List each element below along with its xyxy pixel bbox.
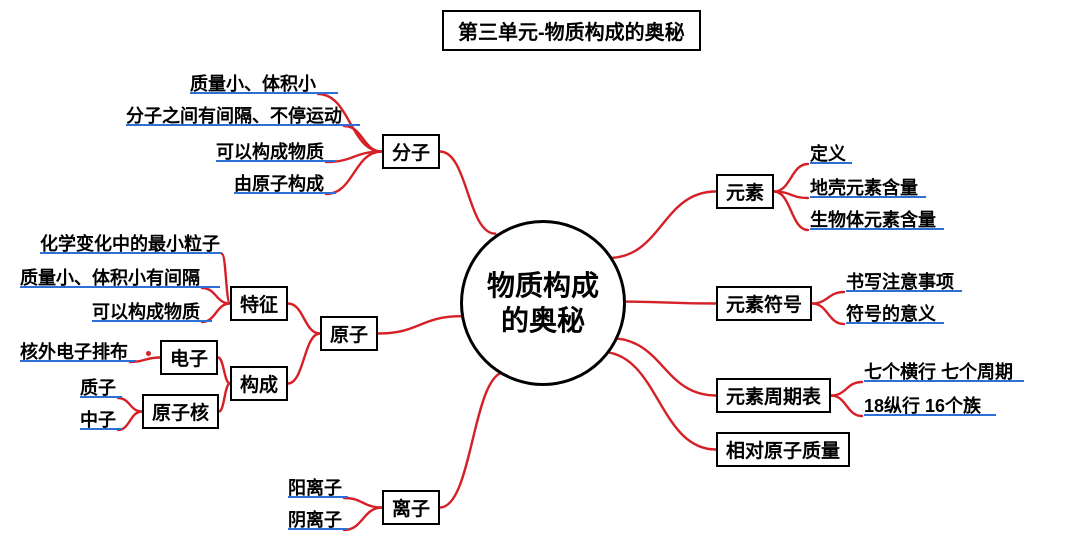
node-yuansu: 元素: [716, 174, 774, 209]
leaf-underline-yuanzihe_leaf-0: [80, 396, 122, 398]
leaf-underline-fuhao-1: [846, 322, 944, 324]
leaf-underline-yuanzi_tezheng-1: [20, 286, 220, 288]
leaf-underline-fuhao-0: [846, 290, 962, 292]
leaf-underline-yuansu-2: [810, 228, 944, 230]
leaf-underline-yuanzihe_leaf-1: [80, 428, 122, 430]
node-xiangdui: 相对原子质量: [716, 432, 850, 467]
node-yuanzi: 原子: [320, 316, 378, 351]
node-lizi: 离子: [382, 490, 440, 525]
node-fuhao: 元素符号: [716, 286, 812, 321]
mindmap-stage: 第三单元-物质构成的奥秘 物质构成 的奥秘 分子原子离子 元素元素符号元素周期表相…: [0, 0, 1080, 549]
node-zhouqibiao: 元素周期表: [716, 378, 831, 413]
leaf-underline-fenzi-3: [234, 192, 336, 194]
leaf-underline-dianzi_leaf-0: [20, 360, 136, 362]
leaf-underline-zhouqibiao-1: [864, 414, 996, 416]
red-dot: [146, 351, 151, 356]
center-line2: 的奥秘: [487, 303, 599, 338]
leaf-underline-fenzi-2: [216, 160, 336, 162]
center-line1: 物质构成: [487, 268, 599, 303]
leaf-underline-yuansu-1: [810, 196, 926, 198]
node-yuanzihe: 原子核: [142, 394, 219, 429]
leaf-underline-yuanzi_tezheng-2: [92, 320, 212, 322]
center-topic: 物质构成 的奥秘: [460, 220, 626, 386]
leaf-underline-yuansu-0: [810, 162, 852, 164]
node-fenzi: 分子: [382, 134, 440, 169]
leaf-underline-lizi-1: [288, 528, 348, 530]
leaf-underline-fenzi-0: [190, 92, 338, 94]
node-gouchen: 构成: [230, 366, 288, 401]
unit-title-box: 第三单元-物质构成的奥秘: [442, 10, 701, 51]
leaf-underline-zhouqibiao-0: [864, 380, 1024, 382]
node-tezheng: 特征: [230, 286, 288, 321]
leaf-underline-lizi-0: [288, 496, 348, 498]
node-dianzi: 电子: [160, 340, 218, 375]
leaf-underline-yuanzi_tezheng-0: [40, 252, 222, 254]
leaf-underline-fenzi-1: [126, 124, 360, 126]
